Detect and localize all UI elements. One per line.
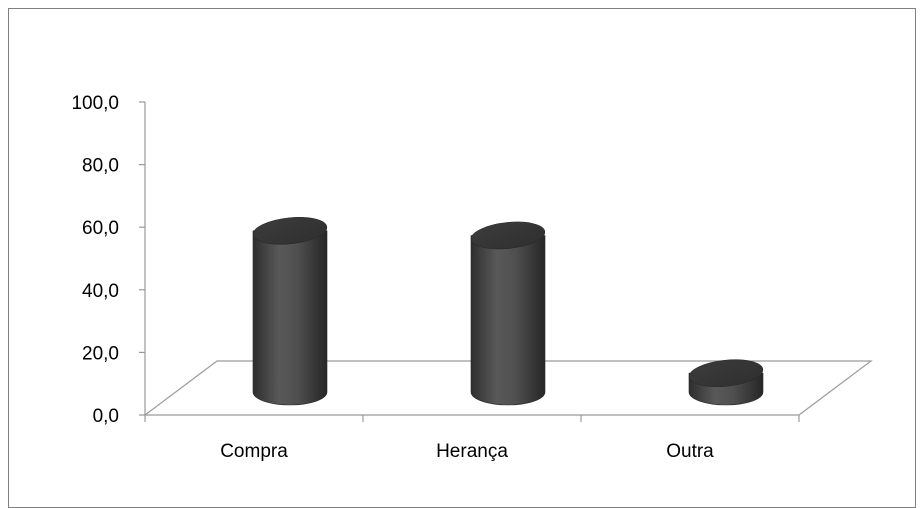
y-tick-label: 100,0 bbox=[71, 93, 119, 114]
y-tick-label: 40,0 bbox=[82, 281, 119, 302]
bar-top bbox=[470, 221, 546, 250]
chart-frame: 0,0 20,0 40,0 60,0 80,0 100,0 Compra Herança Ou… bbox=[8, 8, 916, 508]
y-tick-label: 60,0 bbox=[82, 218, 119, 239]
bar-body bbox=[470, 235, 546, 406]
bar-chart: 0,0 20,0 40,0 60,0 80,0 100,0 Compra Herança Ou… bbox=[71, 93, 873, 462]
bar-herança bbox=[470, 221, 546, 406]
y-tick-label: 80,0 bbox=[82, 156, 119, 177]
x-category-label: Outra bbox=[666, 441, 714, 462]
x-category-label: Compra bbox=[220, 441, 288, 462]
y-axis-ticks: 0,0 20,0 40,0 60,0 80,0 100,0 bbox=[71, 93, 145, 427]
y-tick-label: 0,0 bbox=[93, 406, 119, 427]
bar-top bbox=[252, 217, 328, 245]
bar-compra bbox=[252, 217, 328, 406]
bar-body bbox=[252, 230, 328, 406]
bar-top bbox=[688, 359, 764, 388]
y-tick-label: 20,0 bbox=[82, 343, 119, 364]
x-axis-categories: Compra Herança Outra bbox=[144, 415, 800, 462]
x-category-label: Herança bbox=[436, 441, 508, 462]
bar-outra bbox=[688, 359, 764, 406]
bars bbox=[252, 217, 764, 406]
